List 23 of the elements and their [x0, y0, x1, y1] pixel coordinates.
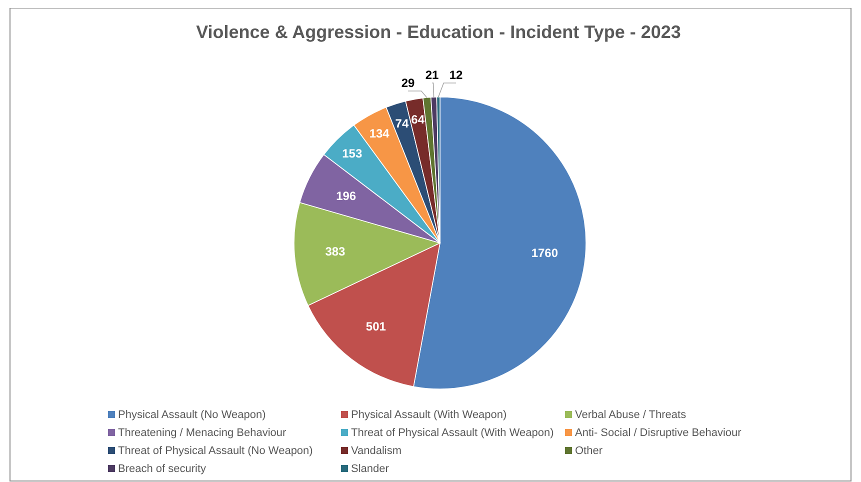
legend-label: Physical Assault (With Weapon): [351, 409, 507, 421]
data-label: 196: [336, 188, 356, 203]
data-label: 29: [401, 76, 416, 90]
legend-label: Threatening / Menacing Behaviour: [118, 427, 286, 439]
legend-label: Slander: [351, 463, 390, 475]
data-label: 21: [425, 68, 440, 82]
legend-label: Vandalism: [351, 445, 402, 457]
data-label: 74: [395, 116, 409, 131]
data-label: 134: [369, 126, 390, 140]
chart-title: Violence & Aggression - Education - Incident Type - 2023: [196, 22, 681, 42]
data-label: 383: [325, 244, 346, 259]
data-label: 153: [342, 146, 362, 161]
legend-label: Threat of Physical Assault (With Weapon): [351, 427, 554, 439]
legend-label: Breach of security: [118, 463, 207, 475]
legend-label: Verbal Abuse / Threats: [575, 409, 687, 421]
legend-label: Anti- Social / Disruptive Behaviour: [575, 427, 742, 439]
data-label: 12: [449, 68, 464, 82]
data-label: 501: [366, 320, 386, 334]
legend-label: Other: [575, 445, 603, 457]
legend-label: Threat of Physical Assault (No Weapon): [118, 445, 313, 457]
legend-label: Physical Assault (No Weapon): [118, 409, 266, 421]
data-label: 64: [411, 112, 425, 127]
data-label: 1760: [531, 246, 558, 260]
